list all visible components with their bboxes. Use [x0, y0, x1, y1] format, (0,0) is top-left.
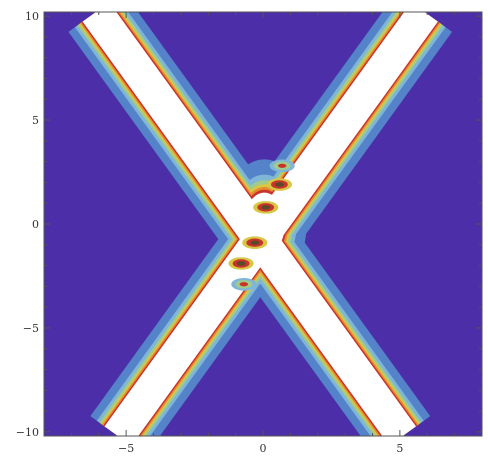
y-tick-label: 0	[32, 218, 39, 231]
contour-island-2-2	[250, 240, 260, 245]
contour-island-4-2	[277, 163, 287, 168]
contour-island-1-2	[261, 205, 271, 210]
contour-bands	[68, 12, 453, 436]
contour-island-5-2	[239, 282, 249, 287]
y-tick-label: 10	[25, 10, 39, 23]
y-tick-label: −10	[16, 426, 39, 439]
x-tick-label: 5	[396, 442, 403, 455]
x-tick-label: −5	[118, 442, 134, 455]
y-tick-label: 5	[32, 114, 39, 127]
axis-tick-labels: −5 0 5 10 5 0 −5 −10	[16, 10, 404, 455]
axis-ticks	[43, 12, 483, 436]
y-tick-label: −5	[23, 322, 39, 335]
contour-island-0-2	[274, 182, 284, 187]
contour-island-3-2	[236, 261, 246, 266]
x-tick-label: 0	[260, 442, 267, 455]
